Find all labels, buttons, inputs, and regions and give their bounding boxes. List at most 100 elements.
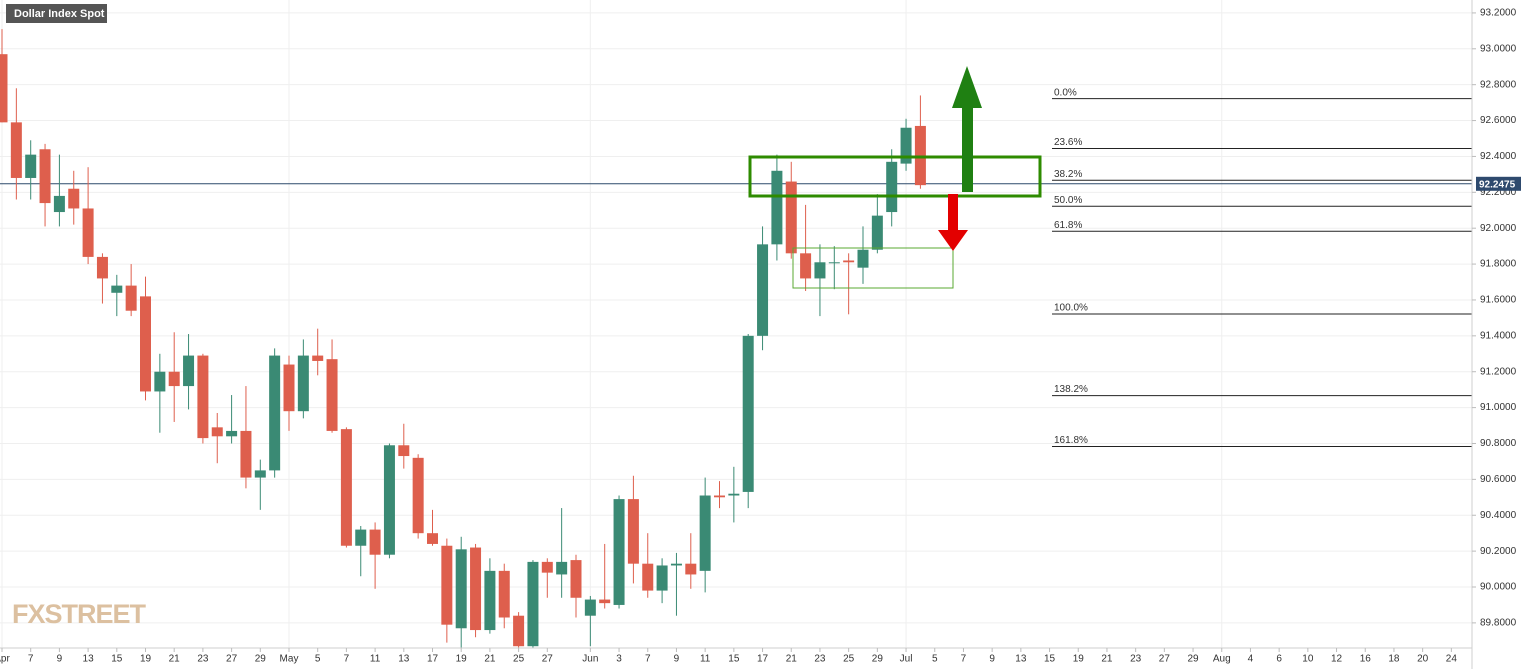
candle-body bbox=[269, 355, 281, 471]
x-tick-label: 25 bbox=[513, 654, 525, 665]
candle-body bbox=[642, 563, 654, 591]
x-tick-label: 9 bbox=[674, 654, 680, 665]
candle-body bbox=[39, 149, 51, 204]
fib-label: 50.0% bbox=[1054, 195, 1082, 206]
x-tick-label: 23 bbox=[197, 654, 209, 665]
x-tick-label: 21 bbox=[169, 654, 181, 665]
x-tick-label: 10 bbox=[1302, 654, 1314, 665]
up-arrow-shaft bbox=[962, 106, 973, 192]
candle-body bbox=[785, 181, 797, 254]
y-tick-label: 92.8000 bbox=[1480, 79, 1517, 90]
x-tick-label: 29 bbox=[872, 654, 884, 665]
x-tick-label: 19 bbox=[140, 654, 152, 665]
x-tick-label: 25 bbox=[843, 654, 855, 665]
x-tick-label: 19 bbox=[456, 654, 468, 665]
x-tick-label: 15 bbox=[728, 654, 740, 665]
candle-body bbox=[570, 560, 582, 598]
candle-body bbox=[513, 615, 525, 647]
y-tick-label: 93.0000 bbox=[1480, 43, 1517, 54]
candle-body bbox=[470, 547, 482, 631]
x-tick-label: 29 bbox=[1187, 654, 1199, 665]
x-tick-label: 7 bbox=[961, 654, 967, 665]
candle-body bbox=[871, 215, 883, 250]
candle-body bbox=[455, 549, 467, 629]
candle-body bbox=[900, 127, 912, 164]
levels: 0.0% 23.6% 38.2% 50.0% 61.8% 100.0% 138.2% 161.… bbox=[0, 87, 1472, 448]
x-tick-label: 11 bbox=[700, 654, 711, 665]
y-tick-label: 90.8000 bbox=[1480, 438, 1517, 449]
candle-body bbox=[53, 195, 65, 213]
up-arrow-head bbox=[952, 66, 982, 108]
x-tick-label: 23 bbox=[1130, 654, 1142, 665]
candle-body bbox=[355, 529, 367, 546]
candle-body bbox=[556, 561, 568, 575]
y-tick-label: 90.6000 bbox=[1480, 474, 1517, 485]
candle-body bbox=[240, 430, 252, 478]
x-tick-label: 16 bbox=[1360, 654, 1372, 665]
x-tick-label: 27 bbox=[226, 654, 238, 665]
candle-body bbox=[369, 529, 381, 555]
candle-body bbox=[843, 260, 855, 263]
x-tick-label: 18 bbox=[1388, 654, 1400, 665]
x-tick-label: 21 bbox=[1101, 654, 1113, 665]
candle-body bbox=[326, 359, 338, 431]
range-box bbox=[792, 247, 954, 289]
candle-body bbox=[857, 249, 869, 268]
down-arrow-head bbox=[938, 230, 968, 251]
candle-body bbox=[714, 495, 725, 498]
x-tick-label: 27 bbox=[1159, 654, 1171, 665]
x-tick-label: 7 bbox=[645, 654, 651, 665]
candle-body bbox=[226, 430, 238, 437]
x-tick-label: 29 bbox=[255, 654, 267, 665]
candle-body bbox=[814, 262, 826, 279]
candle-body bbox=[699, 495, 711, 571]
candle-body bbox=[541, 561, 553, 573]
candle-body bbox=[800, 253, 812, 279]
y-tick-label: 90.2000 bbox=[1480, 546, 1517, 557]
y-tick-label: 92.4000 bbox=[1480, 151, 1517, 162]
x-tick-label: 21 bbox=[786, 654, 798, 665]
x-tick-label: 5 bbox=[932, 654, 938, 665]
candle-body bbox=[111, 285, 123, 293]
y-tick-label: 91.4000 bbox=[1480, 330, 1517, 341]
grid bbox=[0, 0, 1472, 648]
candle-body bbox=[168, 371, 180, 387]
x-tick-label: Jun bbox=[582, 654, 598, 665]
x-tick-label: 13 bbox=[83, 654, 95, 665]
candle-body bbox=[68, 188, 80, 209]
candle-body bbox=[527, 561, 539, 647]
x-tick-label: 13 bbox=[398, 654, 410, 665]
x-tick-label: Aug bbox=[1213, 654, 1231, 665]
y-tick-label: 91.8000 bbox=[1480, 259, 1517, 270]
x-tick-label: 21 bbox=[484, 654, 496, 665]
candle-body bbox=[728, 493, 740, 496]
x-tick-label: 5 bbox=[315, 654, 321, 665]
y-tick-label: 93.2000 bbox=[1480, 8, 1517, 19]
candle-body bbox=[197, 355, 209, 439]
down-arrow-shaft bbox=[948, 194, 958, 232]
candle-body bbox=[627, 499, 639, 564]
fib-label: 0.0% bbox=[1054, 87, 1077, 98]
candle-body bbox=[183, 355, 195, 387]
y-tick-label: 91.2000 bbox=[1480, 366, 1517, 377]
y-tick-label: 90.4000 bbox=[1480, 510, 1517, 521]
last-price-box bbox=[1476, 176, 1521, 191]
candle-body bbox=[312, 355, 324, 361]
candle-body bbox=[685, 563, 697, 575]
candle-body bbox=[383, 445, 395, 555]
candle-body bbox=[211, 427, 223, 437]
x-tick-label: 9 bbox=[57, 654, 63, 665]
resistance-box bbox=[748, 155, 1042, 198]
x-tick-label: 15 bbox=[111, 654, 123, 665]
x-tick-label: Jul bbox=[900, 654, 913, 665]
candles bbox=[0, 29, 926, 648]
candle-body bbox=[484, 570, 496, 631]
candle-body bbox=[613, 499, 625, 605]
candle-body bbox=[82, 208, 94, 257]
candle-body bbox=[297, 355, 309, 412]
x-tick-label: 6 bbox=[1276, 654, 1282, 665]
candle-body bbox=[742, 335, 754, 492]
watermark: FXSTREET bbox=[12, 599, 147, 629]
candle-body bbox=[25, 154, 37, 178]
